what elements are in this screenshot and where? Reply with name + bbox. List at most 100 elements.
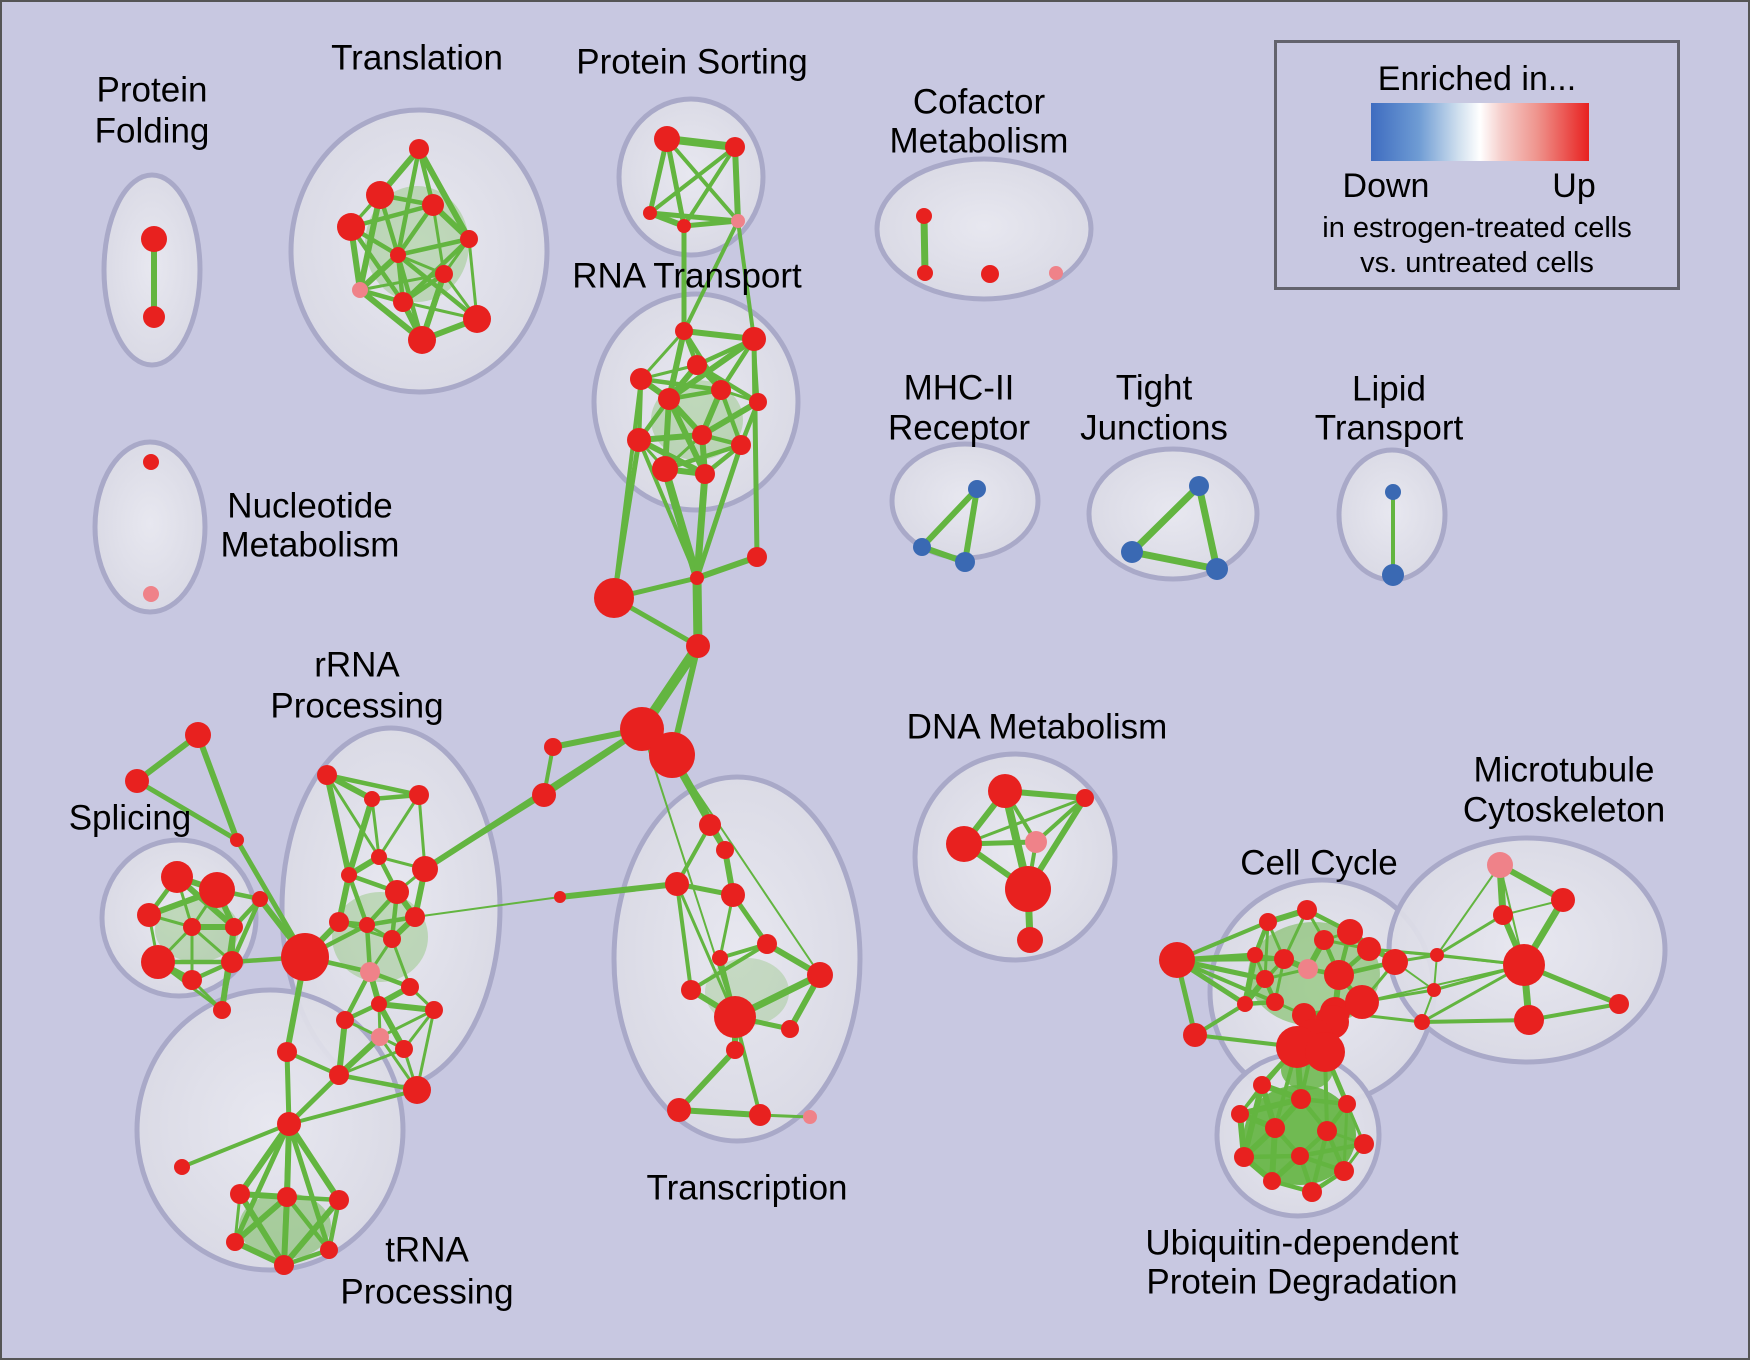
network-node[interactable] [371, 849, 387, 865]
network-node[interactable] [1265, 1118, 1285, 1138]
network-node[interactable] [699, 814, 721, 836]
network-node[interactable] [917, 265, 933, 281]
network-node[interactable] [1382, 949, 1408, 975]
network-node[interactable] [225, 918, 243, 936]
network-node[interactable] [747, 547, 767, 567]
network-node[interactable] [1503, 944, 1545, 986]
network-node[interactable] [359, 917, 375, 933]
network-node[interactable] [630, 368, 652, 390]
network-node[interactable] [675, 322, 693, 340]
network-node[interactable] [329, 1190, 349, 1210]
network-node[interactable] [1297, 900, 1317, 920]
network-node[interactable] [654, 126, 680, 152]
network-node[interactable] [690, 571, 704, 585]
network-node[interactable] [1121, 541, 1143, 563]
network-node[interactable] [371, 1028, 389, 1046]
network-node[interactable] [1256, 970, 1274, 988]
network-node[interactable] [712, 950, 728, 966]
network-node[interactable] [532, 783, 556, 807]
network-node[interactable] [352, 282, 368, 298]
network-node[interactable] [230, 1184, 250, 1204]
network-node[interactable] [141, 226, 167, 252]
network-node[interactable] [1231, 1105, 1249, 1123]
network-node[interactable] [403, 1076, 431, 1104]
network-node[interactable] [408, 326, 436, 354]
network-node[interactable] [807, 962, 833, 988]
network-node[interactable] [687, 355, 707, 375]
network-node[interactable] [803, 1110, 817, 1124]
network-node[interactable] [213, 1001, 231, 1019]
network-node[interactable] [1430, 948, 1444, 962]
network-node[interactable] [463, 305, 491, 333]
network-node[interactable] [422, 194, 444, 216]
network-node[interactable] [1189, 476, 1209, 496]
network-node[interactable] [336, 1011, 354, 1029]
network-node[interactable] [460, 230, 478, 248]
network-node[interactable] [1076, 789, 1094, 807]
network-node[interactable] [749, 1104, 771, 1126]
network-node[interactable] [252, 891, 268, 907]
network-node[interactable] [643, 206, 657, 220]
network-node[interactable] [913, 538, 931, 556]
network-node[interactable] [667, 1098, 691, 1122]
network-node[interactable] [1291, 1089, 1311, 1109]
network-node[interactable] [277, 1187, 297, 1207]
network-node[interactable] [554, 891, 566, 903]
network-node[interactable] [143, 454, 159, 470]
network-node[interactable] [1206, 558, 1228, 580]
network-node[interactable] [1263, 1172, 1281, 1190]
network-node[interactable] [544, 738, 562, 756]
network-node[interactable] [1314, 930, 1334, 950]
network-node[interactable] [1317, 1121, 1337, 1141]
network-node[interactable] [341, 867, 357, 883]
network-node[interactable] [1017, 927, 1043, 953]
network-node[interactable] [401, 978, 419, 996]
network-node[interactable] [329, 1065, 349, 1085]
network-node[interactable] [329, 912, 349, 932]
network-node[interactable] [620, 707, 664, 751]
network-node[interactable] [221, 951, 243, 973]
network-node[interactable] [393, 292, 413, 312]
network-node[interactable] [742, 327, 766, 351]
network-node[interactable] [1385, 484, 1401, 500]
network-node[interactable] [955, 552, 975, 572]
network-node[interactable] [677, 219, 691, 233]
network-node[interactable] [1049, 266, 1063, 280]
network-node[interactable] [1302, 1182, 1322, 1202]
network-node[interactable] [716, 841, 734, 859]
network-node[interactable] [658, 388, 680, 410]
network-node[interactable] [692, 425, 712, 445]
network-node[interactable] [714, 996, 756, 1038]
network-node[interactable] [681, 980, 701, 1000]
network-node[interactable] [143, 306, 165, 328]
network-node[interactable] [395, 1040, 413, 1058]
network-node[interactable] [174, 1159, 190, 1175]
network-node[interactable] [1337, 919, 1363, 945]
network-node[interactable] [230, 833, 244, 847]
network-node[interactable] [1487, 852, 1513, 878]
network-node[interactable] [649, 732, 695, 778]
network-node[interactable] [1354, 1134, 1374, 1154]
network-node[interactable] [409, 139, 429, 159]
network-node[interactable] [1237, 996, 1253, 1012]
network-node[interactable] [721, 883, 745, 907]
network-node[interactable] [946, 826, 982, 862]
network-node[interactable] [143, 586, 159, 602]
network-node[interactable] [981, 265, 999, 283]
network-node[interactable] [1291, 1147, 1309, 1165]
network-node[interactable] [405, 907, 425, 927]
network-node[interactable] [1382, 564, 1404, 586]
network-node[interactable] [1305, 1032, 1345, 1072]
network-node[interactable] [199, 872, 235, 908]
network-node[interactable] [968, 480, 986, 498]
network-node[interactable] [757, 934, 777, 954]
network-node[interactable] [627, 428, 651, 452]
network-node[interactable] [1324, 960, 1354, 990]
network-node[interactable] [1005, 866, 1051, 912]
network-node[interactable] [141, 945, 175, 979]
network-node[interactable] [185, 722, 211, 748]
network-node[interactable] [425, 1001, 443, 1019]
network-node[interactable] [137, 903, 161, 927]
network-node[interactable] [161, 861, 193, 893]
network-node[interactable] [1414, 1014, 1430, 1030]
